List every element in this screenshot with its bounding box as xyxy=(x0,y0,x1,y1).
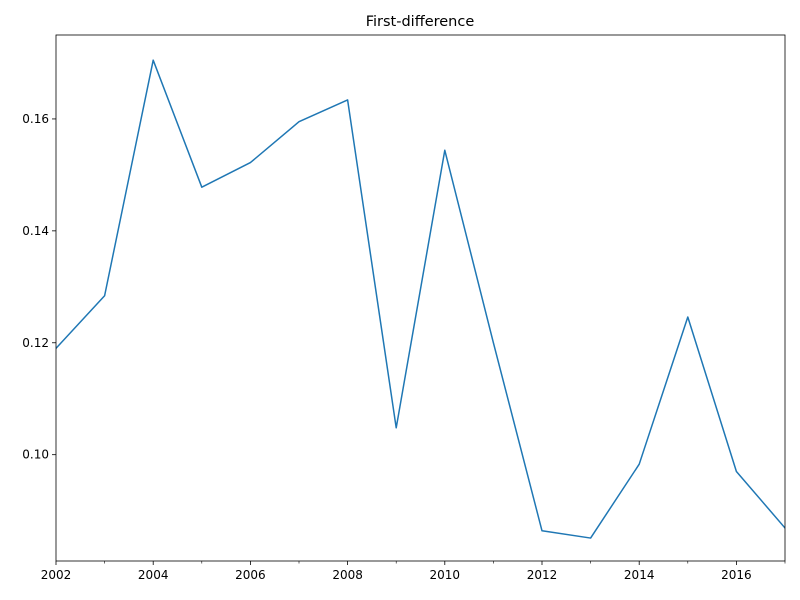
x-tick-label: 2014 xyxy=(624,568,655,582)
y-tick-label: 0.14 xyxy=(22,224,49,238)
y-tick-label: 0.12 xyxy=(22,336,49,350)
x-tick-label: 2006 xyxy=(235,568,266,582)
y-tick-label: 0.10 xyxy=(22,448,49,462)
chart-title: First-difference xyxy=(366,14,475,30)
axes-frame xyxy=(55,34,786,562)
x-tick-label: 2002 xyxy=(41,568,72,582)
y-tick-label: 0.16 xyxy=(22,112,49,126)
x-tick-label: 2012 xyxy=(527,568,558,582)
x-tick-label: 2008 xyxy=(332,568,363,582)
x-tick-label: 2016 xyxy=(721,568,752,582)
series-line-0 xyxy=(56,59,785,539)
x-tick-label: 2004 xyxy=(138,568,169,582)
x-tick-label: 2010 xyxy=(430,568,461,582)
